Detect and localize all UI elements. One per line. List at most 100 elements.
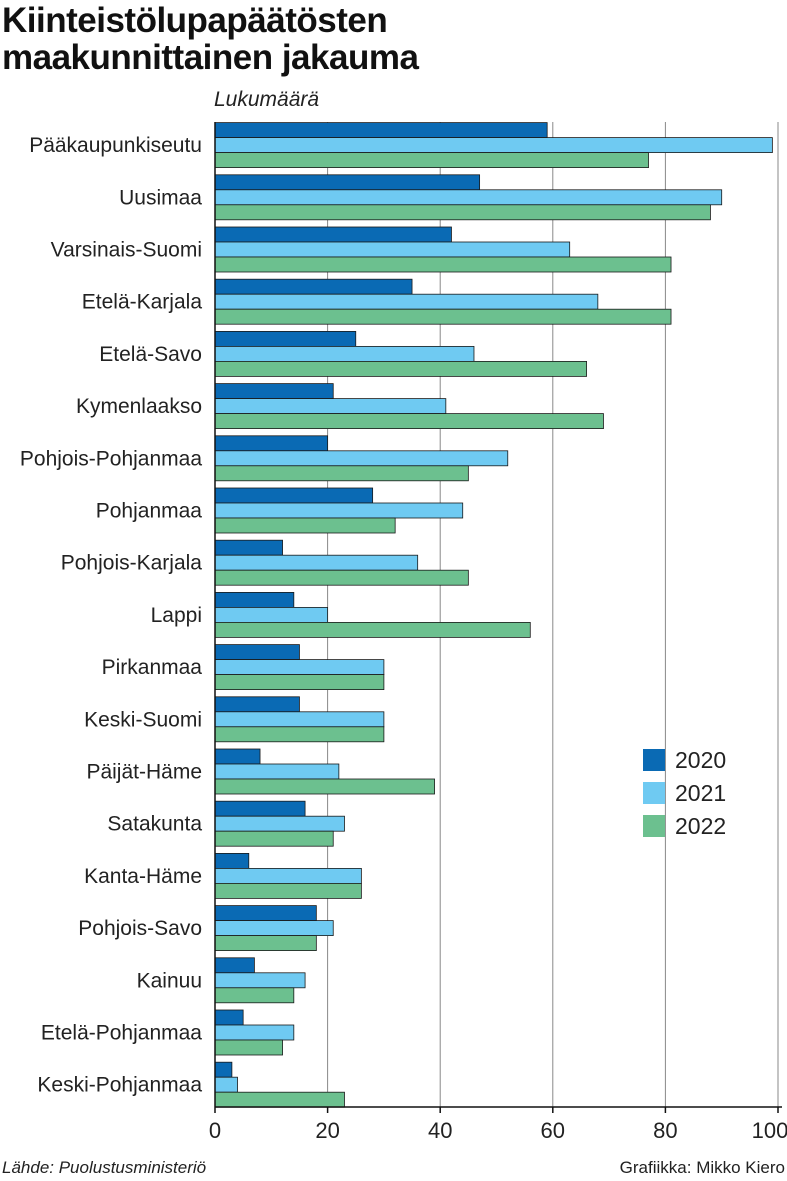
bar-2022-14 <box>214 830 334 847</box>
bar-2022-7 <box>214 465 469 482</box>
chart-title: Kiinteistölupapäätösten maakunnittainen … <box>2 2 782 76</box>
legend-label: 2021 <box>675 780 726 806</box>
legend-swatch-2021 <box>643 782 665 804</box>
bar-2022-5 <box>214 360 587 377</box>
bar-2022-16 <box>214 935 317 951</box>
bar-2020-2 <box>214 174 481 191</box>
bar-2020-14 <box>214 800 306 817</box>
chart-title-line-1: Kiinteistölupapäätösten <box>2 1 388 40</box>
category-label: Päijät-Häme <box>86 761 202 784</box>
bar-2022-12 <box>214 726 385 743</box>
category-label: Satakunta <box>107 813 202 836</box>
bar-2020-4 <box>214 278 413 295</box>
category-label: Pohjanmaa <box>96 500 203 523</box>
category-labels: Pääkaupunkiseutu Uusimaa Varsinais-Suomi Et… <box>20 134 202 1097</box>
bar-2020-10 <box>214 592 295 608</box>
bar-2022-8 <box>214 517 396 534</box>
x-tick-label: 40 <box>428 1118 452 1143</box>
bar-2022-10 <box>214 622 531 638</box>
bar-2022-4 <box>214 308 672 325</box>
bar-2020-6 <box>214 383 334 400</box>
x-tick-label: 100 <box>752 1118 787 1143</box>
bar-2020-12 <box>214 696 300 713</box>
category-label: Pääkaupunkiseutu <box>29 134 202 157</box>
bar-2022-2 <box>214 204 711 221</box>
x-tick-label: 60 <box>541 1118 565 1143</box>
bar-2022-18 <box>214 1039 283 1056</box>
legend-label: 2022 <box>675 813 726 839</box>
legend-swatch-2022 <box>643 815 665 837</box>
bar-2021-19 <box>214 1076 238 1093</box>
category-label: Pohjois-Pohjanmaa <box>20 447 202 470</box>
bar-2021-8 <box>214 502 464 519</box>
chart-title-line-2: maakunnittainen jakauma <box>2 38 419 77</box>
legend: 2020 2021 2022 <box>643 747 726 839</box>
bar-2020-18 <box>214 1009 244 1026</box>
category-label: Kainuu <box>137 969 202 992</box>
bars <box>214 122 773 1108</box>
bar-2021-15 <box>214 868 362 884</box>
category-label: Keski-Suomi <box>84 708 202 731</box>
bar-2021-3 <box>214 241 571 258</box>
bar-2020-8 <box>214 487 374 504</box>
bar-2021-2 <box>214 189 723 206</box>
bar-2020-7 <box>214 435 328 452</box>
bar-2022-6 <box>214 413 604 430</box>
category-label: Varsinais-Suomi <box>51 239 202 262</box>
source-note: Lähde: Puolustusministeriö <box>2 1158 207 1177</box>
bar-2021-5 <box>214 345 475 362</box>
bar-2021-10 <box>214 607 328 623</box>
category-label: Pohjois-Karjala <box>61 552 203 575</box>
legend-label: 2020 <box>675 747 726 773</box>
bar-2021-12 <box>214 711 385 728</box>
category-label: Pohjois-Savo <box>78 917 202 940</box>
bar-2022-15 <box>214 883 362 899</box>
bar-2020-5 <box>214 330 357 347</box>
category-label: Etelä-Savo <box>99 343 202 366</box>
bar-2020-3 <box>214 226 452 243</box>
bar-2022-9 <box>214 569 469 586</box>
bar-2021-1 <box>214 137 773 154</box>
bar-2022-19 <box>214 1091 345 1108</box>
bar-2022-1 <box>214 152 649 169</box>
bar-2020-16 <box>214 905 317 921</box>
x-tick-label: 0 <box>209 1118 221 1143</box>
bar-2021-4 <box>214 293 599 310</box>
bar-2020-9 <box>214 539 283 556</box>
x-axis: 0 20 40 60 80 100 <box>209 122 787 1143</box>
bar-2020-13 <box>214 748 261 765</box>
bar-2021-17 <box>214 972 306 989</box>
bar-2022-17 <box>214 987 295 1004</box>
x-tick-label: 20 <box>315 1118 339 1143</box>
bar-2021-18 <box>214 1024 295 1041</box>
bar-2021-13 <box>214 763 340 780</box>
category-label: Lappi <box>151 604 202 627</box>
bar-2022-13 <box>214 778 435 795</box>
category-label: Keski-Pohjanmaa <box>37 1074 202 1097</box>
bar-2021-7 <box>214 450 509 467</box>
bar-2020-19 <box>214 1061 233 1078</box>
bar-2021-9 <box>214 554 419 571</box>
category-label: Kymenlaakso <box>76 395 202 418</box>
bar-2021-11 <box>214 659 385 675</box>
bar-2021-6 <box>214 398 447 415</box>
unit-label: Lukumäärä <box>214 88 320 111</box>
bar-2020-15 <box>214 853 250 869</box>
bar-2020-17 <box>214 957 255 974</box>
bar-2021-16 <box>214 920 334 936</box>
category-label: Etelä-Pohjanmaa <box>41 1022 202 1045</box>
bar-2021-14 <box>214 815 345 832</box>
bar-2020-11 <box>214 644 300 660</box>
legend-swatch-2020 <box>643 749 665 771</box>
x-tick-label: 80 <box>653 1118 677 1143</box>
category-label: Kanta-Häme <box>84 865 202 888</box>
category-label: Uusimaa <box>119 186 202 209</box>
category-label: Etelä-Karjala <box>82 291 203 314</box>
bar-2020-1 <box>214 122 548 138</box>
grid-lines <box>327 122 779 1107</box>
category-label: Pirkanmaa <box>102 656 203 679</box>
bar-2022-3 <box>214 256 672 273</box>
bar-2022-11 <box>214 674 385 690</box>
credit-note: Grafiikka: Mikko Kiero <box>619 1158 785 1177</box>
